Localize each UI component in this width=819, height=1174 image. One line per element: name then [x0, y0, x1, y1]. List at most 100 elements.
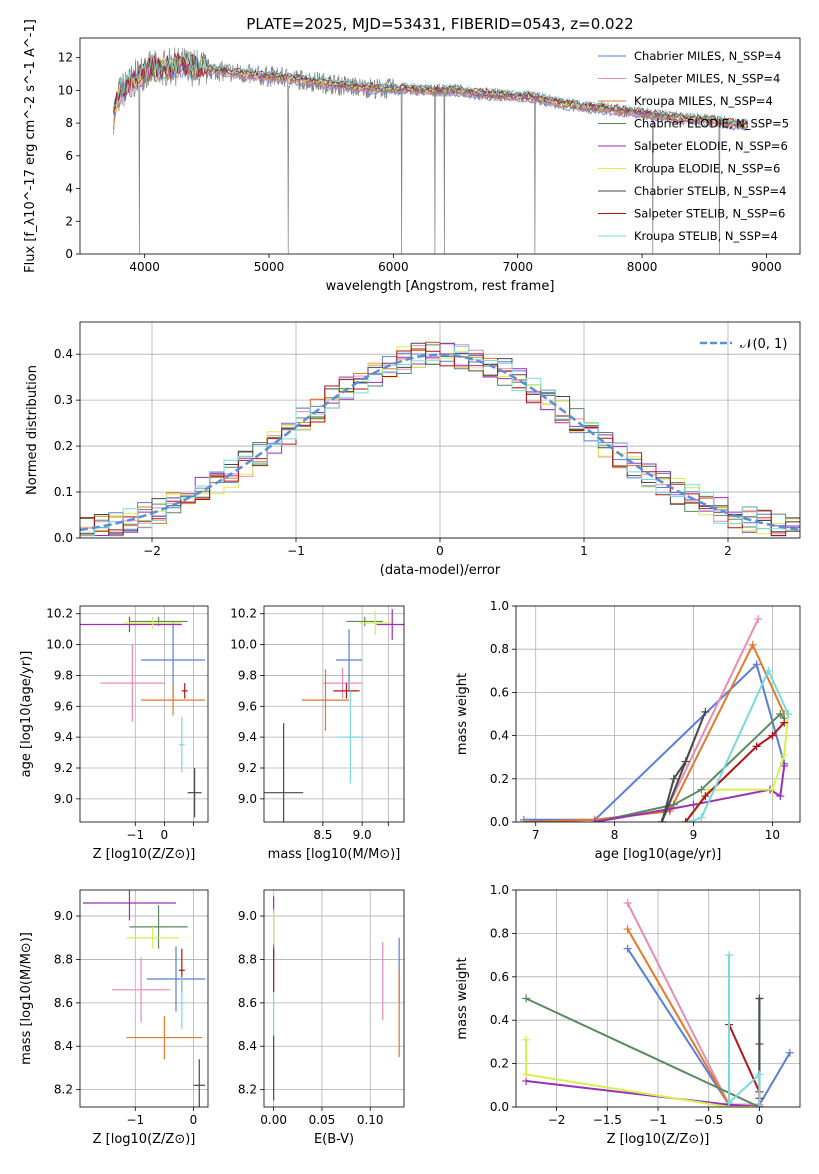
weight-marker	[681, 757, 690, 766]
age_vs_mass-xtick-label: 9.0	[353, 828, 372, 842]
age_vs_mass-xlabel: mass [log10(M/M⊙)]	[268, 847, 401, 862]
weight-marker	[681, 818, 690, 822]
age_vs_mass-xtick-label: 8.5	[313, 828, 332, 842]
residuals-xlabel: (data-model)/error	[380, 563, 501, 578]
mass_vs_ebv-frame	[263, 889, 405, 1108]
age_vs_mass-axes	[260, 606, 404, 826]
residuals-ytick-label: 0.1	[54, 485, 73, 499]
legend-label-2: Kroupa MILES, N_SSP=4	[634, 94, 773, 108]
spectrum-ytick-label: 10	[58, 83, 73, 97]
weight-marker	[780, 751, 789, 760]
mass_vs_ebv-ytick-label: 8.6	[238, 996, 257, 1010]
weight_vs_age-ytick-label: 0.6	[490, 685, 509, 699]
age_vs_mass-ytick-label: 10.0	[230, 638, 257, 652]
histogram-step-8	[80, 345, 800, 537]
residuals-xtick-label: 2	[724, 544, 732, 558]
spectrum-ytick-label: 4	[65, 182, 73, 196]
weight_vs_age-xtick-label: 9	[690, 828, 698, 842]
weight-marker	[685, 818, 694, 822]
mass_vs_ebv-ytick-label: 8.2	[238, 1083, 257, 1097]
weight-marker	[623, 925, 632, 934]
mass_vs_Z-ytick-label: 8.8	[54, 952, 73, 966]
weight-line-4	[594, 765, 786, 822]
residuals-frame	[79, 321, 801, 539]
weight-marker	[755, 1103, 764, 1107]
legend-label-4: Salpeter ELODIE, N_SSP=6	[634, 139, 788, 153]
weight_vs_Z-ytick-label: 0.0	[490, 1100, 509, 1114]
age_vs_Z-ytick-label: 10.2	[46, 607, 73, 621]
age_vs_Z-xlabel: Z [log10(Z/Z⊙)]	[93, 847, 196, 862]
mass_vs_Z-plot-area	[82, 890, 206, 1107]
weight-marker	[780, 718, 789, 727]
weight-marker	[768, 785, 777, 794]
weight-marker	[754, 614, 763, 623]
residuals-xtick-label: 1	[580, 544, 588, 558]
age_vs_Z-ytick-label: 9.4	[54, 730, 73, 744]
weight_vs_age-xtick-label: 7	[532, 828, 540, 842]
weight-marker	[725, 1098, 733, 1107]
weight-line-0	[523, 662, 786, 821]
weight-marker	[776, 792, 785, 801]
residuals-ylabel: Normed distribution	[25, 365, 40, 495]
spectrum-xtick-label: 4000	[129, 260, 160, 274]
legend-label-8: Kroupa STELIB, N_SSP=4	[634, 229, 778, 243]
mass_vs_Z-ytick-label: 8.2	[54, 1083, 73, 1097]
mass_vs_Z-axes	[76, 890, 208, 1111]
weight-marker	[697, 785, 706, 794]
age_vs_Z-axes	[76, 606, 208, 826]
spectrum-ytick-label: 8	[65, 116, 73, 130]
legend-label-5: Kroupa ELODIE, N_SSP=6	[634, 162, 780, 176]
weight_vs_age-ylabel: mass weight	[455, 673, 470, 755]
mass_vs_Z-ytick-label: 9.0	[54, 909, 73, 923]
mass_vs_ebv-xtick-label: 0.05	[309, 1113, 336, 1127]
spectrum-xtick-label: 8000	[627, 260, 658, 274]
weight_vs_age-frame	[515, 605, 801, 823]
weight-marker	[776, 710, 785, 718]
weight_vs_age-ytick-label: 0.2	[490, 772, 509, 786]
weight_vs_Z-xtick-label: 0	[756, 1113, 764, 1127]
spectrum-ytick-label: 12	[58, 51, 73, 65]
weight_vs_age-ytick-label: 0.0	[490, 815, 509, 829]
weight-marker	[752, 660, 761, 669]
residuals-xtick-label: −2	[143, 544, 161, 558]
legend-label-0: Chabrier MILES, N_SSP=4	[634, 49, 781, 63]
weight-marker	[523, 818, 532, 822]
age_vs_mass-frame	[263, 605, 405, 823]
weight_vs_Z-ytick-label: 0.2	[490, 1057, 509, 1071]
mass_vs_ebv-ytick-label: 8.4	[238, 1039, 257, 1053]
age_vs_mass-ytick-label: 9.2	[238, 761, 257, 775]
residuals-axes	[76, 322, 800, 542]
weight-marker	[701, 707, 710, 716]
age_vs_mass-ytick-label: 10.2	[230, 607, 257, 621]
mass_vs_Z-frame	[79, 889, 209, 1108]
weight-marker	[701, 792, 710, 801]
mass_vs_ebv-ytick-label: 9.0	[238, 909, 257, 923]
age_vs_Z-ylabel: age [log10(age/yr)]	[19, 651, 34, 778]
weight_vs_age-xtick-label: 10	[765, 828, 780, 842]
weight_vs_Z-plot-area	[522, 899, 794, 1107]
mass_vs_Z-xtick-label: −1	[126, 1113, 144, 1127]
mass_vs_Z-xlabel: Z [log10(Z/Z⊙)]	[93, 1132, 196, 1147]
mass_vs_ebv-xtick-label: 0.00	[260, 1113, 287, 1127]
mass_vs_Z-ytick-label: 8.6	[54, 996, 73, 1010]
normal-curve-line	[80, 353, 800, 532]
age_vs_Z-ytick-label: 9.2	[54, 761, 73, 775]
age_vs_mass-ytick-label: 9.6	[238, 699, 257, 713]
weight-marker	[590, 818, 599, 822]
legend-label-7: Salpeter STELIB, N_SSP=6	[634, 207, 785, 221]
weight-marker	[785, 1048, 794, 1057]
weight-marker	[697, 813, 706, 822]
weight_vs_age-ytick-label: 0.4	[490, 729, 509, 743]
weight-marker	[623, 944, 632, 953]
spectrum-xtick-label: 9000	[751, 260, 782, 274]
legend-label-3: Chabrier ELODIE, N_SSP=5	[634, 117, 789, 131]
weight-marker	[522, 994, 531, 1003]
age_vs_Z-ytick-label: 10.0	[46, 638, 73, 652]
spectrum-ytick-label: 6	[65, 149, 73, 163]
spectrum-legend: Chabrier MILES, N_SSP=4 Salpeter MILES, N…	[598, 49, 789, 243]
weight_vs_Z-ytick-label: 0.8	[490, 926, 509, 940]
spectrum-title: PLATE=2025, MJD=53431, FIBERID=0543, z=0…	[246, 15, 633, 33]
weight_vs_Z-xtick-label: −1	[649, 1113, 667, 1127]
weight-marker	[657, 818, 666, 822]
weight_vs_Z-ytick-label: 1.0	[490, 883, 509, 897]
